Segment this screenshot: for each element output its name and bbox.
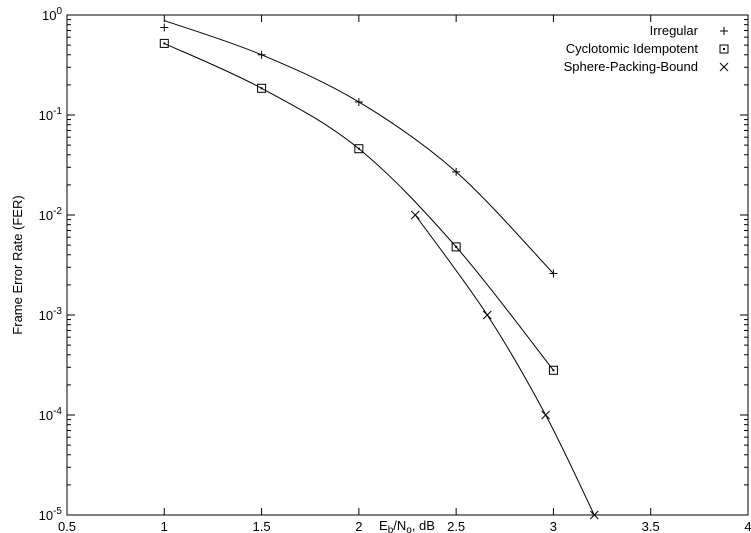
legend-label-irregular: Irregular	[650, 23, 699, 38]
data-point-cyclotomic-idempotent	[354, 144, 364, 154]
x-tick-label: 1.5	[253, 519, 271, 533]
legend: Irregular Cyclotomic Idempotent Sphere-P…	[564, 23, 729, 74]
x-tick-label: 3.5	[642, 519, 660, 533]
data-point-cyclotomic-idempotent	[159, 38, 169, 48]
axis-ticks: 0.5 1 1.5 2 2.5 3 3.5 4 10-5 10-4 10-3 10-2 10-1 100	[39, 6, 751, 533]
data-point-sphere-packing-bound	[541, 410, 550, 420]
y-tick-label: 10-1	[39, 106, 63, 123]
series-layer	[159, 20, 599, 520]
series-sphere-packing-bound	[410, 210, 599, 520]
legend-marker-cyclotomic-idempotent	[719, 44, 729, 54]
legend-marker-irregular	[720, 27, 728, 35]
data-point-cyclotomic-idempotent	[257, 83, 267, 93]
x-tick-label: 3	[550, 519, 557, 533]
x-tick-label: 2	[355, 519, 362, 533]
legend-label-sphere-packing-bound: Sphere-Packing-Bound	[564, 59, 698, 74]
y-tick-label: 10-2	[39, 206, 63, 223]
x-axis-title: Eb/No, dB	[379, 518, 435, 533]
legend-marker-sphere-packing-bound	[719, 62, 729, 72]
x-tick-label: 0.5	[58, 519, 76, 533]
data-point-irregular	[160, 23, 169, 32]
series-irregular	[160, 20, 558, 278]
x-tick-label: 1	[161, 519, 168, 533]
y-tick-label: 10-4	[39, 406, 63, 423]
data-point-sphere-packing-bound	[410, 210, 420, 220]
data-point-irregular	[354, 97, 363, 106]
y-axis-title: Frame Error Rate (FER)	[10, 195, 25, 334]
data-point-cyclotomic-idempotent	[548, 365, 558, 375]
series-line-cyclotomic-idempotent	[164, 42, 554, 371]
plot-frame	[66, 14, 749, 516]
series-line-irregular	[164, 20, 554, 274]
series-cyclotomic-idempotent	[159, 38, 558, 375]
data-point-sphere-packing-bound	[589, 510, 599, 520]
legend-markers	[719, 27, 729, 72]
y-tick-label: 10-5	[39, 506, 63, 523]
x-tick-label: 4	[744, 519, 751, 533]
x-tick-label: 2.5	[447, 519, 465, 533]
legend-label-cyclotomic-idempotent: Cyclotomic Idempotent	[566, 41, 699, 56]
series-line-sphere-packing-bound	[414, 214, 595, 516]
y-tick-label: 10-3	[39, 306, 63, 323]
data-point-irregular	[549, 269, 558, 278]
data-point-irregular	[257, 50, 266, 59]
data-point-cyclotomic-idempotent	[451, 242, 461, 252]
data-point-sphere-packing-bound	[482, 310, 492, 320]
y-tick-label: 100	[42, 6, 62, 23]
data-point-irregular	[452, 167, 461, 176]
